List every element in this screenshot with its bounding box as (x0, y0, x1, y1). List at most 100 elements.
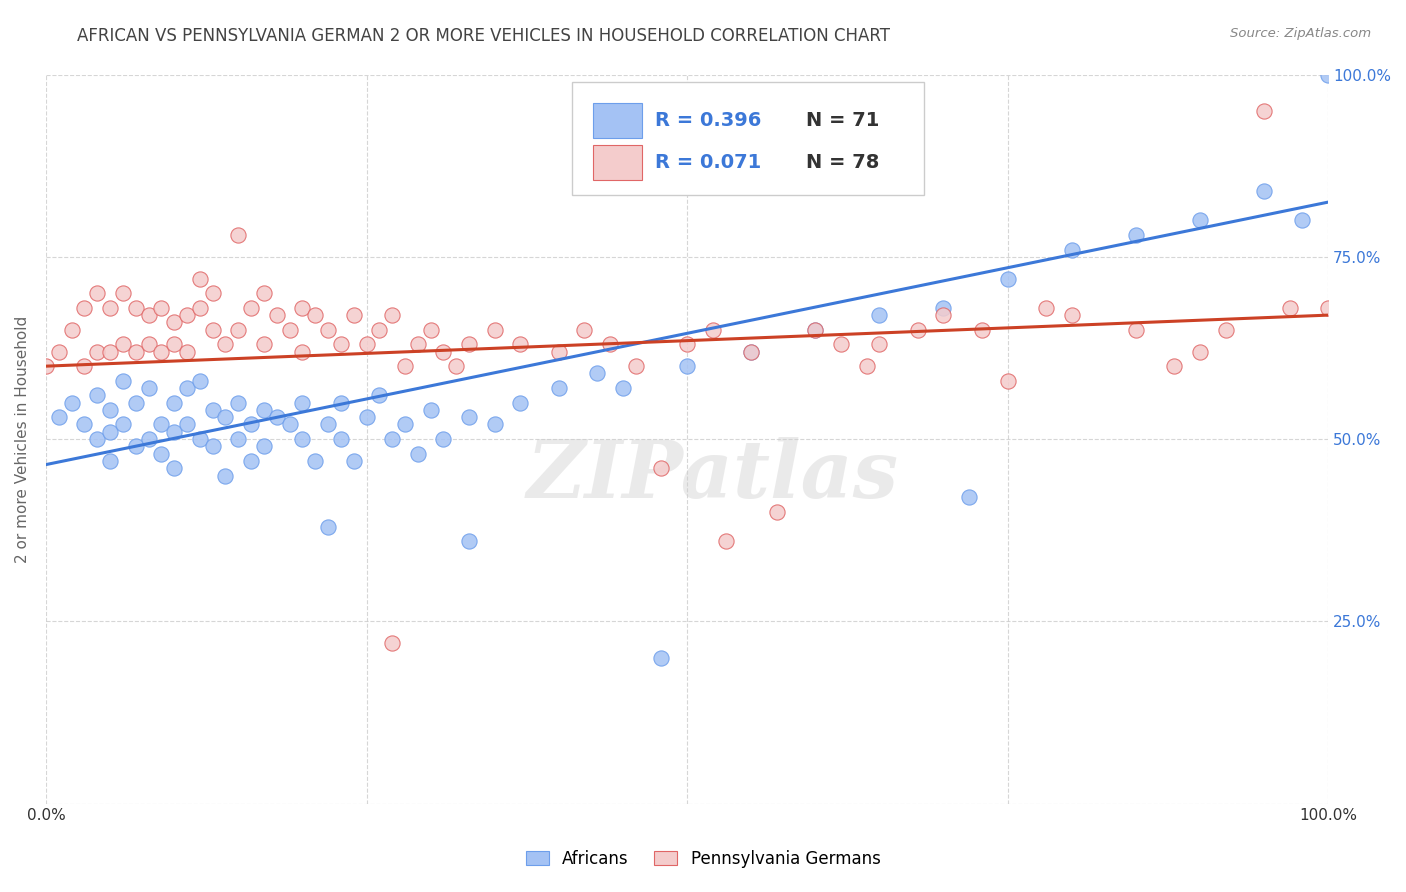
Point (650, 650, 672, 665)
Point (957, 491, 980, 505)
Point (163, 461, 186, 475)
Text: N = 78: N = 78 (806, 153, 880, 171)
Point (458, 410, 481, 425)
Point (138, 432, 160, 446)
Point (432, 432, 454, 446)
Point (1291, 213, 1313, 227)
Point (599, 337, 621, 351)
Point (111, 374, 134, 388)
FancyBboxPatch shape (593, 145, 643, 179)
Point (226, 323, 249, 337)
Point (419, 403, 441, 417)
Point (458, 534, 481, 549)
Legend: Africans, Pennsylvania Germans: Africans, Pennsylvania Germans (519, 844, 887, 875)
Point (138, 337, 160, 351)
Point (1188, 213, 1211, 227)
Point (804, 323, 827, 337)
Point (740, 344, 762, 359)
Point (574, 323, 596, 337)
Point (419, 323, 441, 337)
Point (830, 337, 852, 351)
Point (266, 308, 288, 322)
Point (509, 337, 531, 351)
Point (150, 344, 173, 359)
Point (125, 344, 148, 359)
Point (176, 344, 198, 359)
Point (73, 417, 96, 432)
Point (676, 337, 699, 351)
Text: N = 71: N = 71 (806, 111, 880, 130)
Point (368, 388, 391, 402)
Point (970, 323, 993, 337)
Point (932, 301, 955, 315)
Point (86, 388, 108, 402)
Point (740, 344, 762, 359)
Point (304, 308, 326, 322)
Point (316, 323, 339, 337)
Point (586, 367, 609, 381)
Point (624, 359, 647, 373)
Point (997, 374, 1019, 388)
Text: Source: ZipAtlas.com: Source: ZipAtlas.com (1230, 27, 1371, 40)
Point (868, 308, 890, 322)
Point (446, 359, 468, 373)
Point (1163, 359, 1185, 373)
Point (201, 323, 224, 337)
Point (150, 301, 173, 315)
Point (676, 359, 699, 373)
Point (150, 447, 173, 461)
Point (855, 359, 877, 373)
Text: ZIPatlas: ZIPatlas (527, 437, 898, 515)
Point (1278, 301, 1301, 315)
Point (1125, 227, 1147, 242)
Point (432, 344, 454, 359)
Point (1035, 301, 1057, 315)
Point (35, 359, 58, 373)
Point (1253, 184, 1275, 198)
Point (111, 337, 134, 351)
Point (547, 344, 569, 359)
Point (48, 410, 70, 425)
Point (214, 337, 236, 351)
Point (1317, 68, 1340, 82)
Point (176, 381, 198, 395)
Point (188, 374, 211, 388)
Point (291, 344, 314, 359)
Point (201, 286, 224, 301)
Point (329, 337, 352, 351)
Point (188, 271, 211, 285)
Point (214, 410, 236, 425)
Point (98, 425, 121, 439)
Point (316, 519, 339, 533)
Point (138, 308, 160, 322)
Point (394, 417, 416, 432)
Point (1125, 323, 1147, 337)
Point (125, 439, 148, 453)
Point (253, 286, 276, 301)
Point (381, 636, 404, 650)
Text: R = 0.396: R = 0.396 (655, 111, 762, 130)
Point (73, 359, 96, 373)
FancyBboxPatch shape (572, 82, 924, 194)
Point (226, 227, 249, 242)
Point (291, 432, 314, 446)
Point (138, 381, 160, 395)
Point (804, 323, 827, 337)
Point (343, 454, 366, 468)
Point (1188, 344, 1211, 359)
Point (201, 403, 224, 417)
Point (86, 432, 108, 446)
FancyBboxPatch shape (593, 103, 643, 138)
Point (253, 337, 276, 351)
Point (150, 417, 173, 432)
Text: AFRICAN VS PENNSYLVANIA GERMAN 2 OR MORE VEHICLES IN HOUSEHOLD CORRELATION CHART: AFRICAN VS PENNSYLVANIA GERMAN 2 OR MORE… (77, 27, 890, 45)
Point (1215, 323, 1237, 337)
Point (98, 454, 121, 468)
Point (73, 301, 96, 315)
Point (1060, 308, 1083, 322)
Point (304, 454, 326, 468)
Point (163, 395, 186, 409)
Point (214, 468, 236, 483)
Point (406, 447, 429, 461)
Text: R = 0.071: R = 0.071 (655, 153, 761, 171)
